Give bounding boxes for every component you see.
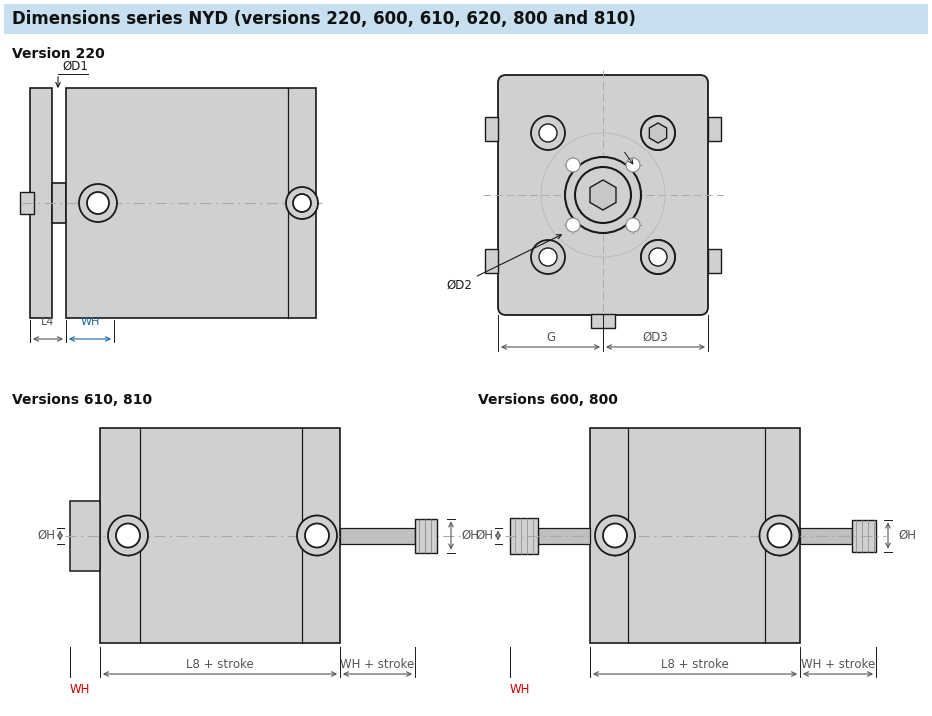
Circle shape bbox=[87, 192, 109, 214]
Bar bbox=[591, 314, 615, 328]
Text: WH: WH bbox=[510, 683, 530, 696]
Text: Versions 610, 810: Versions 610, 810 bbox=[12, 393, 152, 407]
Text: Dimensions series NYD (versions 220, 600, 610, 620, 800 and 810): Dimensions series NYD (versions 220, 600… bbox=[12, 10, 636, 28]
Bar bbox=[485, 249, 498, 273]
Circle shape bbox=[297, 516, 337, 556]
Bar bbox=[70, 500, 100, 571]
Text: L8 + stroke: L8 + stroke bbox=[661, 658, 729, 671]
Text: Versions 600, 800: Versions 600, 800 bbox=[478, 393, 618, 407]
Bar bbox=[485, 117, 498, 141]
Bar bbox=[708, 249, 721, 273]
Circle shape bbox=[641, 116, 675, 150]
Circle shape bbox=[626, 158, 640, 172]
Text: ØD1: ØD1 bbox=[62, 60, 88, 73]
Circle shape bbox=[641, 240, 675, 274]
Bar bbox=[852, 520, 876, 551]
Bar bbox=[590, 428, 800, 643]
Bar bbox=[66, 88, 316, 318]
Text: L4: L4 bbox=[41, 317, 55, 327]
Text: Version 220: Version 220 bbox=[12, 47, 104, 61]
Circle shape bbox=[79, 184, 117, 222]
Circle shape bbox=[760, 516, 800, 556]
Circle shape bbox=[116, 523, 140, 548]
Circle shape bbox=[566, 218, 580, 232]
Circle shape bbox=[305, 523, 329, 548]
Bar bbox=[100, 428, 340, 643]
Bar bbox=[510, 518, 538, 553]
Circle shape bbox=[649, 248, 667, 266]
Circle shape bbox=[286, 187, 318, 219]
Bar bbox=[20, 192, 34, 214]
Circle shape bbox=[641, 240, 675, 274]
Text: WH: WH bbox=[70, 683, 90, 696]
Circle shape bbox=[566, 158, 580, 172]
Text: WH + stroke: WH + stroke bbox=[801, 658, 875, 671]
Circle shape bbox=[603, 523, 627, 548]
Circle shape bbox=[539, 124, 557, 142]
Circle shape bbox=[595, 516, 635, 556]
Circle shape bbox=[575, 167, 631, 223]
Polygon shape bbox=[650, 123, 666, 143]
Bar bbox=[708, 117, 721, 141]
Circle shape bbox=[649, 248, 667, 266]
Text: ØH: ØH bbox=[37, 529, 55, 542]
Circle shape bbox=[626, 218, 640, 232]
Text: ØH: ØH bbox=[898, 529, 916, 542]
Polygon shape bbox=[590, 180, 616, 210]
Bar bbox=[538, 528, 590, 543]
Bar bbox=[415, 518, 437, 553]
Text: G: G bbox=[546, 331, 555, 344]
Circle shape bbox=[293, 194, 311, 212]
Circle shape bbox=[539, 248, 557, 266]
FancyBboxPatch shape bbox=[498, 75, 708, 315]
Text: ØH: ØH bbox=[461, 529, 479, 542]
Bar bbox=[800, 528, 852, 543]
Circle shape bbox=[641, 116, 675, 150]
Circle shape bbox=[565, 157, 641, 233]
Circle shape bbox=[531, 240, 565, 274]
Text: L8 + stroke: L8 + stroke bbox=[186, 658, 254, 671]
Circle shape bbox=[767, 523, 791, 548]
Bar bbox=[340, 528, 415, 543]
Circle shape bbox=[649, 124, 667, 142]
Text: ØD2: ØD2 bbox=[446, 235, 561, 291]
Bar bbox=[30, 88, 52, 318]
Bar bbox=[52, 183, 66, 223]
Bar bbox=[4, 4, 928, 34]
Text: WH + stroke: WH + stroke bbox=[340, 658, 415, 671]
Text: WH: WH bbox=[80, 317, 100, 327]
Text: ØD3: ØD3 bbox=[643, 331, 668, 344]
Text: ØH: ØH bbox=[475, 529, 493, 542]
Circle shape bbox=[108, 516, 148, 556]
Circle shape bbox=[531, 116, 565, 150]
